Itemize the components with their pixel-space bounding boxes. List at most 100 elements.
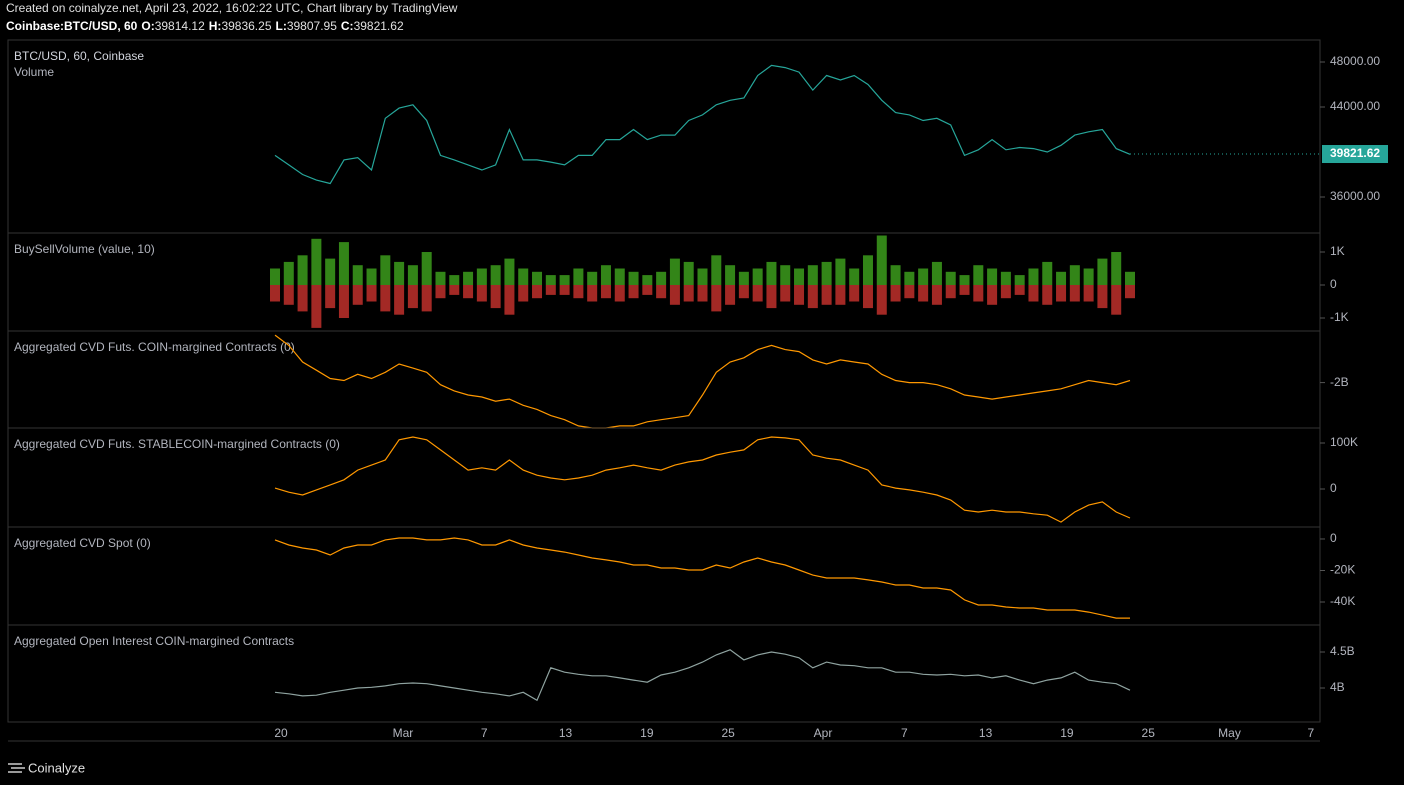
volume-bar xyxy=(1042,285,1053,305)
volume-bar xyxy=(890,265,901,286)
pane-title: BuySellVolume (value, 10) xyxy=(14,242,155,256)
x-tick-label: 25 xyxy=(1142,726,1156,740)
volume-bar xyxy=(711,255,722,286)
volume-bar xyxy=(904,271,915,286)
volume-bar xyxy=(642,275,653,286)
volume-bar xyxy=(904,285,915,299)
volume-bar xyxy=(532,285,543,299)
volume-bar xyxy=(338,242,349,286)
volume-bar xyxy=(1125,271,1135,286)
volume-bar xyxy=(725,285,736,305)
volume-bar xyxy=(780,285,791,302)
volume-bar xyxy=(931,261,942,286)
pane-title: Aggregated Open Interest COIN-margined C… xyxy=(14,634,294,648)
y-tick-label: 4.5B xyxy=(1330,644,1355,658)
volume-bar xyxy=(656,271,667,286)
volume-bar xyxy=(614,268,625,286)
volume-bar xyxy=(1097,258,1108,286)
volume-bar xyxy=(1056,285,1067,302)
volume-bar xyxy=(849,285,860,302)
volume-bar xyxy=(311,238,322,286)
series-line xyxy=(274,537,1130,619)
volume-bar xyxy=(573,285,584,299)
volume-bar xyxy=(1028,268,1039,286)
volume-bar xyxy=(669,258,680,286)
y-tick-label: 100K xyxy=(1330,435,1358,449)
y-tick-label: -40K xyxy=(1330,594,1355,608)
volume-bar xyxy=(807,285,818,309)
brand: Coinalyze xyxy=(28,760,85,775)
volume-bar xyxy=(973,285,984,302)
volume-bar xyxy=(1014,285,1025,295)
created-note: Created on coinalyze.net, April 23, 2022… xyxy=(6,1,458,15)
volume-bar xyxy=(794,285,805,305)
ohlc-key: L: xyxy=(276,19,287,33)
ohlc-key: C: xyxy=(341,19,354,33)
y-tick-label: 48000.00 xyxy=(1330,54,1380,68)
ohlc-value: 39836.25 xyxy=(221,19,271,33)
volume-bar xyxy=(283,261,294,286)
volume-bar xyxy=(918,268,929,286)
volume-bar xyxy=(738,271,749,286)
y-tick-label: 36000.00 xyxy=(1330,189,1380,203)
volume-bar xyxy=(780,265,791,286)
volume-bar xyxy=(738,285,749,299)
volume-bar xyxy=(987,268,998,286)
volume-bar xyxy=(752,268,763,286)
volume-bar xyxy=(862,255,873,286)
volume-bar xyxy=(821,285,832,305)
volume-bar xyxy=(518,285,529,302)
volume-bar xyxy=(490,265,501,286)
series-line xyxy=(274,334,1131,429)
pane-title: Aggregated CVD Spot (0) xyxy=(14,536,151,550)
volume-bar xyxy=(862,285,873,309)
plot-frame xyxy=(7,39,1321,723)
y-tick-label: 0 xyxy=(1330,531,1337,545)
y-tick-label: 1K xyxy=(1330,244,1345,258)
volume-bar xyxy=(1125,285,1135,299)
volume-bar xyxy=(532,271,543,286)
y-tick-label: 0 xyxy=(1330,481,1337,495)
volume-bar xyxy=(1083,285,1094,302)
volume-bar xyxy=(338,285,349,318)
volume-bar xyxy=(683,261,694,286)
volume-bar xyxy=(297,285,308,312)
x-tick-label: 20 xyxy=(274,726,288,740)
volume-bar xyxy=(463,271,474,286)
x-tick-label: Apr xyxy=(814,726,833,740)
volume-bar xyxy=(959,275,970,286)
volume-bar xyxy=(752,285,763,302)
volume-bar xyxy=(835,285,846,305)
ohlc-key: O: xyxy=(141,19,154,33)
volume-bar xyxy=(311,285,322,328)
volume-bar xyxy=(835,258,846,286)
y-tick-label: 44000.00 xyxy=(1330,99,1380,113)
volume-bar xyxy=(476,285,487,302)
ohlc-value: 39814.12 xyxy=(155,19,205,33)
x-tick-label: Mar xyxy=(393,726,414,740)
pane-title: BTC/USD, 60, Coinbase xyxy=(14,49,144,63)
volume-bar xyxy=(876,285,887,315)
volume-bar xyxy=(559,275,570,286)
volume-bar xyxy=(1097,285,1108,309)
volume-bar xyxy=(849,268,860,286)
volume-bar xyxy=(1111,285,1122,315)
x-tick-label: 25 xyxy=(721,726,735,740)
pane-title: Aggregated CVD Futs. STABLECOIN-margined… xyxy=(14,437,340,451)
volume-bar xyxy=(628,271,639,286)
volume-bar xyxy=(352,265,363,286)
volume-bar xyxy=(380,255,391,286)
volume-bar xyxy=(421,285,432,312)
volume-bar xyxy=(407,265,418,286)
volume-bar xyxy=(463,285,474,299)
x-tick-label: 19 xyxy=(1060,726,1074,740)
volume-bar xyxy=(766,285,777,309)
x-tick-label: 19 xyxy=(640,726,654,740)
x-tick-label: 13 xyxy=(979,726,993,740)
last-price-box xyxy=(1322,145,1388,164)
y-tick-label: -20K xyxy=(1330,563,1355,577)
volume-bar xyxy=(794,268,805,286)
volume-bar xyxy=(600,285,611,299)
logo xyxy=(8,763,25,773)
volume-bar xyxy=(325,285,336,309)
